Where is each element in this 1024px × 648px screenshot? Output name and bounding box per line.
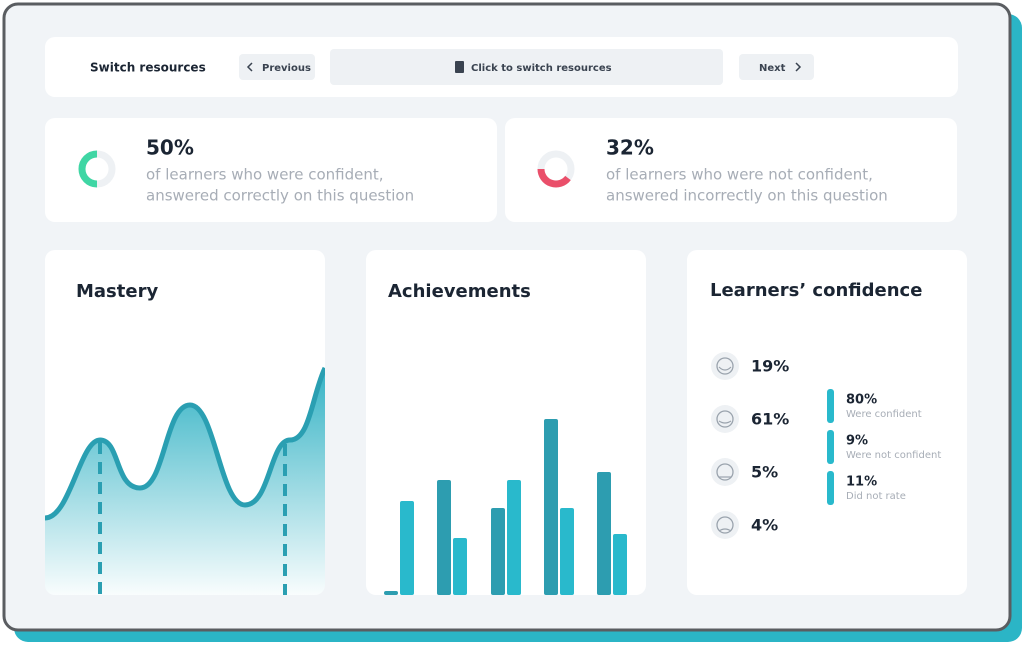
bar (437, 480, 451, 595)
bar (384, 591, 398, 595)
face (716, 463, 734, 481)
stat-text: answered correctly on this question (146, 187, 414, 205)
rating-value: 5% (751, 463, 778, 482)
panel-title: Learners’ confidence (710, 280, 922, 301)
stat-text: answered incorrectly on this question (606, 187, 888, 205)
bar (613, 534, 627, 595)
rating-value: 4% (751, 516, 778, 535)
legend-bar (827, 471, 834, 505)
panel-title: Achievements (388, 281, 531, 302)
switch-label: Switch resources (90, 61, 206, 75)
switch-button[interactable]: Click to switch resources (330, 49, 723, 85)
rating-value: 61% (751, 410, 789, 429)
previous-label: Previous (262, 63, 311, 74)
legend-label: Did not rate (846, 491, 906, 502)
donut-arc (537, 168, 571, 188)
bar (453, 538, 467, 595)
stat-value: 50% (146, 136, 194, 160)
next-label: Next (759, 63, 786, 74)
donut-arc (78, 150, 98, 188)
previous-button[interactable]: Previous (239, 54, 315, 80)
mastery-chart (45, 366, 325, 595)
legend-value: 80% (846, 393, 877, 408)
legend-label: Were confident (846, 409, 922, 420)
stat-text: of learners who were confident, (146, 166, 384, 184)
confidence-list: 19% 61% 5% 4% 80%Were confident 9%Were not co… (711, 352, 941, 539)
face-mouth (718, 366, 732, 371)
face-mouth (718, 528, 732, 532)
rating-icon (711, 458, 739, 486)
achievements-panel (366, 250, 646, 595)
bar (491, 508, 505, 595)
bar (560, 508, 574, 595)
stat-text: of learners who were not confident, (606, 166, 873, 184)
next-button[interactable]: Next (739, 54, 814, 80)
legend-label: Were not confident (846, 450, 941, 461)
face (716, 357, 734, 375)
legend-bar (827, 430, 834, 464)
bar (400, 501, 414, 595)
panel-title: Mastery (76, 281, 158, 302)
bar (597, 472, 611, 595)
stat-card (505, 118, 957, 222)
rating-icon (711, 511, 739, 539)
rating-icon (711, 405, 739, 433)
bar (544, 419, 558, 595)
rating-value: 19% (751, 357, 789, 376)
switch-text: Click to switch resources (471, 63, 612, 74)
face (716, 516, 734, 534)
face (716, 410, 734, 428)
confidence-panel (687, 250, 967, 595)
bar (507, 480, 521, 595)
legend-bar (827, 389, 834, 423)
legend-value: 11% (846, 475, 877, 490)
rating-icon (711, 352, 739, 380)
stat-card (45, 118, 497, 222)
face-mouth (718, 420, 732, 424)
stat-value: 32% (606, 136, 654, 160)
achievements-chart (384, 419, 627, 595)
legend-value: 9% (846, 434, 868, 449)
